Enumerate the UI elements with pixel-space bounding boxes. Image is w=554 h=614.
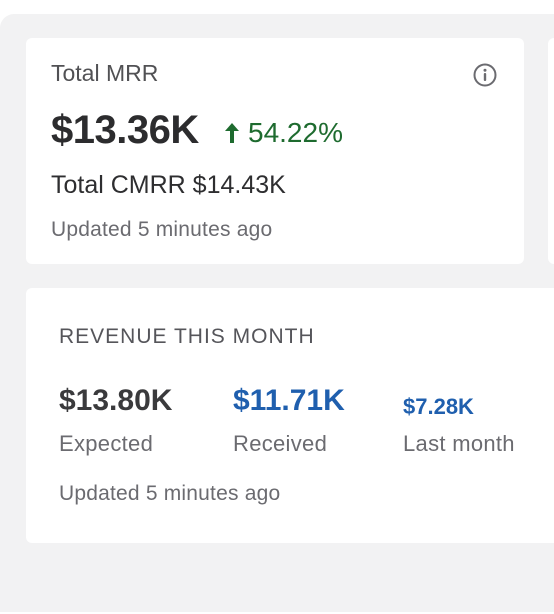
total-mrr-value: $13.36K (51, 108, 199, 152)
total-mrr-card: Total MRR $13.36K 54.22% Total CMRR $14.… (26, 38, 524, 264)
expected-label: Expected (59, 431, 154, 456)
info-circle-icon[interactable] (472, 62, 498, 88)
mrr-change-value: 54.22% (248, 117, 343, 148)
mrr-change-badge: 54.22% (224, 117, 343, 149)
revenue-section-title: REVENUE THIS MONTH (59, 325, 315, 348)
expected-value: $13.80K (59, 384, 173, 417)
total-mrr-label: Total MRR (51, 60, 159, 86)
last-month-metric[interactable]: $7.28K Last month (403, 394, 515, 457)
total-cmrr-text: Total CMRR $14.43K (51, 171, 286, 199)
arrow-up-icon (225, 123, 239, 143)
received-label: Received (233, 431, 328, 456)
expected-metric: $13.80K Expected (59, 384, 172, 457)
mrr-updated-text: Updated 5 minutes ago (51, 218, 273, 241)
last-month-label: Last month (403, 431, 515, 456)
received-value[interactable]: $11.71K (233, 384, 345, 417)
adjacent-card-edge (548, 38, 554, 264)
received-metric[interactable]: $11.71K Received (233, 384, 345, 457)
last-month-value[interactable]: $7.28K (403, 394, 474, 419)
revenue-this-month-card: REVENUE THIS MONTH $13.80K Expected $11.… (26, 288, 554, 543)
revenue-updated-text: Updated 5 minutes ago (59, 482, 281, 505)
